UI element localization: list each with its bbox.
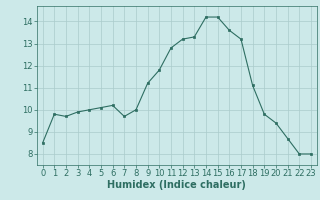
X-axis label: Humidex (Indice chaleur): Humidex (Indice chaleur) xyxy=(108,180,246,190)
